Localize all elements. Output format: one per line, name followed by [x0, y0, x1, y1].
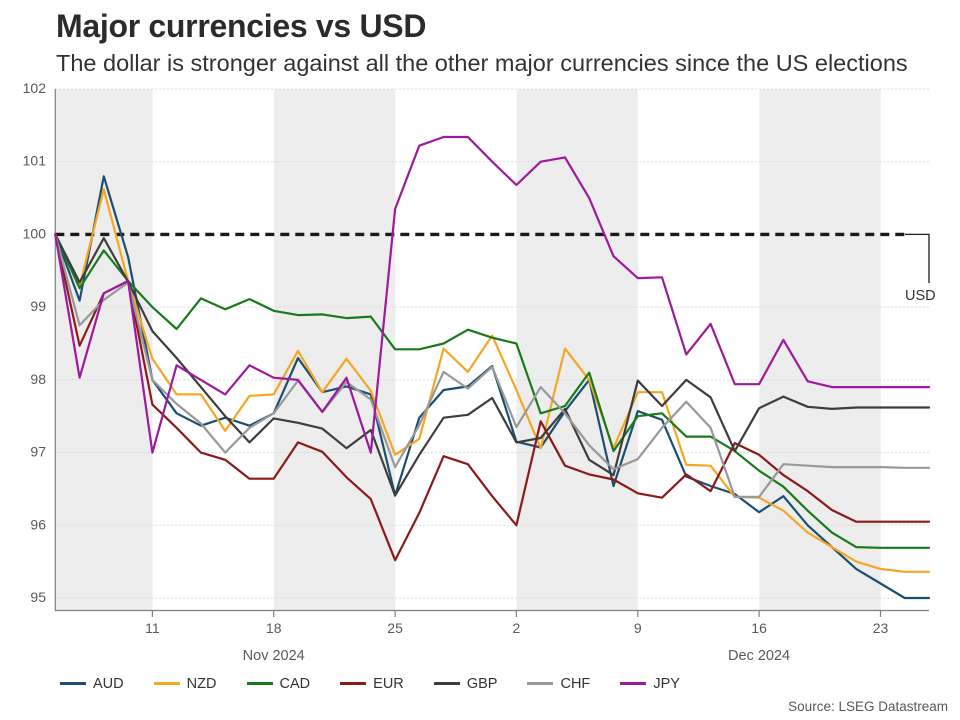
svg-text:Dec 2024: Dec 2024: [728, 648, 790, 664]
svg-text:98: 98: [30, 371, 46, 387]
svg-text:USD: USD: [905, 288, 936, 304]
svg-text:96: 96: [30, 516, 46, 532]
svg-text:102: 102: [23, 80, 47, 96]
svg-text:101: 101: [23, 153, 47, 169]
svg-text:99: 99: [30, 298, 46, 314]
svg-text:25: 25: [387, 620, 403, 636]
svg-text:11: 11: [145, 620, 160, 636]
svg-text:100: 100: [23, 225, 47, 241]
svg-text:9: 9: [634, 620, 642, 636]
svg-text:2: 2: [513, 620, 521, 636]
svg-text:95: 95: [30, 589, 46, 605]
svg-text:23: 23: [873, 620, 889, 636]
svg-text:18: 18: [266, 620, 282, 636]
svg-text:97: 97: [30, 444, 46, 460]
svg-text:16: 16: [751, 620, 767, 636]
svg-text:Nov 2024: Nov 2024: [243, 648, 305, 664]
